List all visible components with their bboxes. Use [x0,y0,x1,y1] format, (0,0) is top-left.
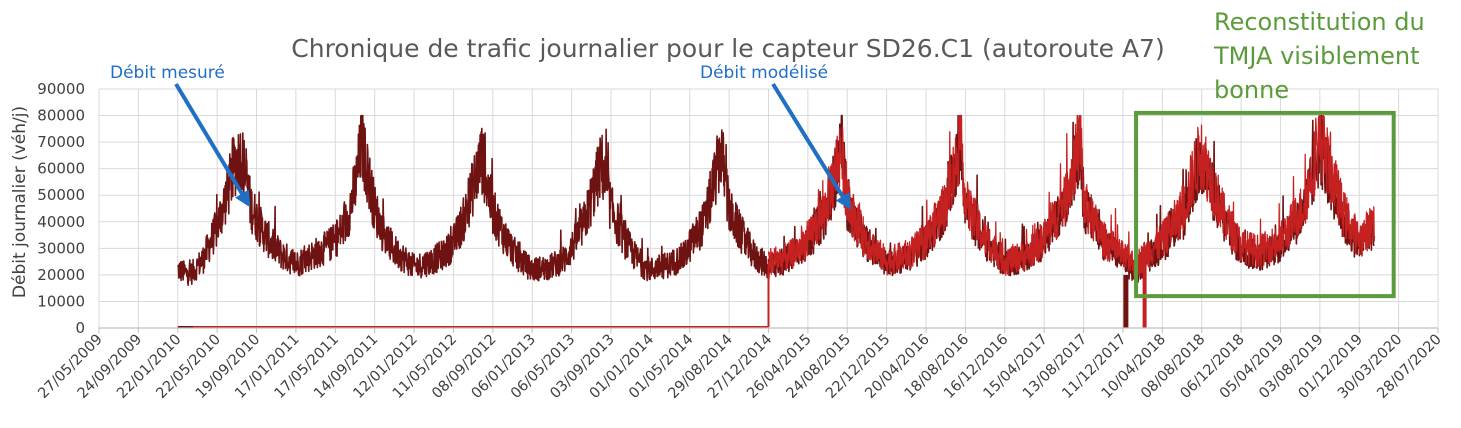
y-tick-label: 10000 [37,292,85,310]
highlight-box-layer [1134,110,1396,299]
series-debit-mesure [177,114,1375,328]
grid-lines [98,88,1439,329]
y-tick-label: 20000 [37,266,85,284]
y-tick-label: 70000 [37,133,85,151]
series-layer [177,114,1376,328]
y-tick-label: 80000 [37,107,85,125]
chart-title: Chronique de trafic journalier pour le c… [291,34,1164,63]
highlight-box [1134,110,1396,299]
y-tick-labels: 0 10000 20000 30000 40000 50000 60000 70000 8000… [37,80,85,337]
axes [98,89,1439,333]
series-line [767,114,1376,277]
annotations-layer: Débit mesuré Débit modélisé Reconstitution… [110,8,1425,210]
series-debit-modelise [193,114,1376,328]
arrow-debit-mesure [174,82,251,208]
arrow-debit-modelise [771,82,851,210]
y-tick-label: 50000 [37,186,85,204]
annotation-debit-modelise: Débit modélisé [700,63,828,83]
y-tick-label: 30000 [37,239,85,257]
annotation-debit-mesure: Débit mesuré [110,63,225,83]
y-tick-label: 90000 [37,80,85,98]
series-line [177,114,1375,286]
annotation-reconstitution-line: TMJA visiblement [1213,42,1420,70]
y-tick-label: 40000 [37,213,85,231]
y-tick-label: 60000 [37,160,85,178]
y-tick-label: 0 [75,319,85,337]
annotation-reconstitution-line: Reconstitution du [1214,8,1425,36]
annotation-reconstitution-line: bonne [1214,76,1289,104]
x-tick-labels: 27/05/200924/09/200922/01/201022/05/2010… [35,332,1444,402]
y-axis-label: Débit journalier (véh/j) [10,106,30,298]
